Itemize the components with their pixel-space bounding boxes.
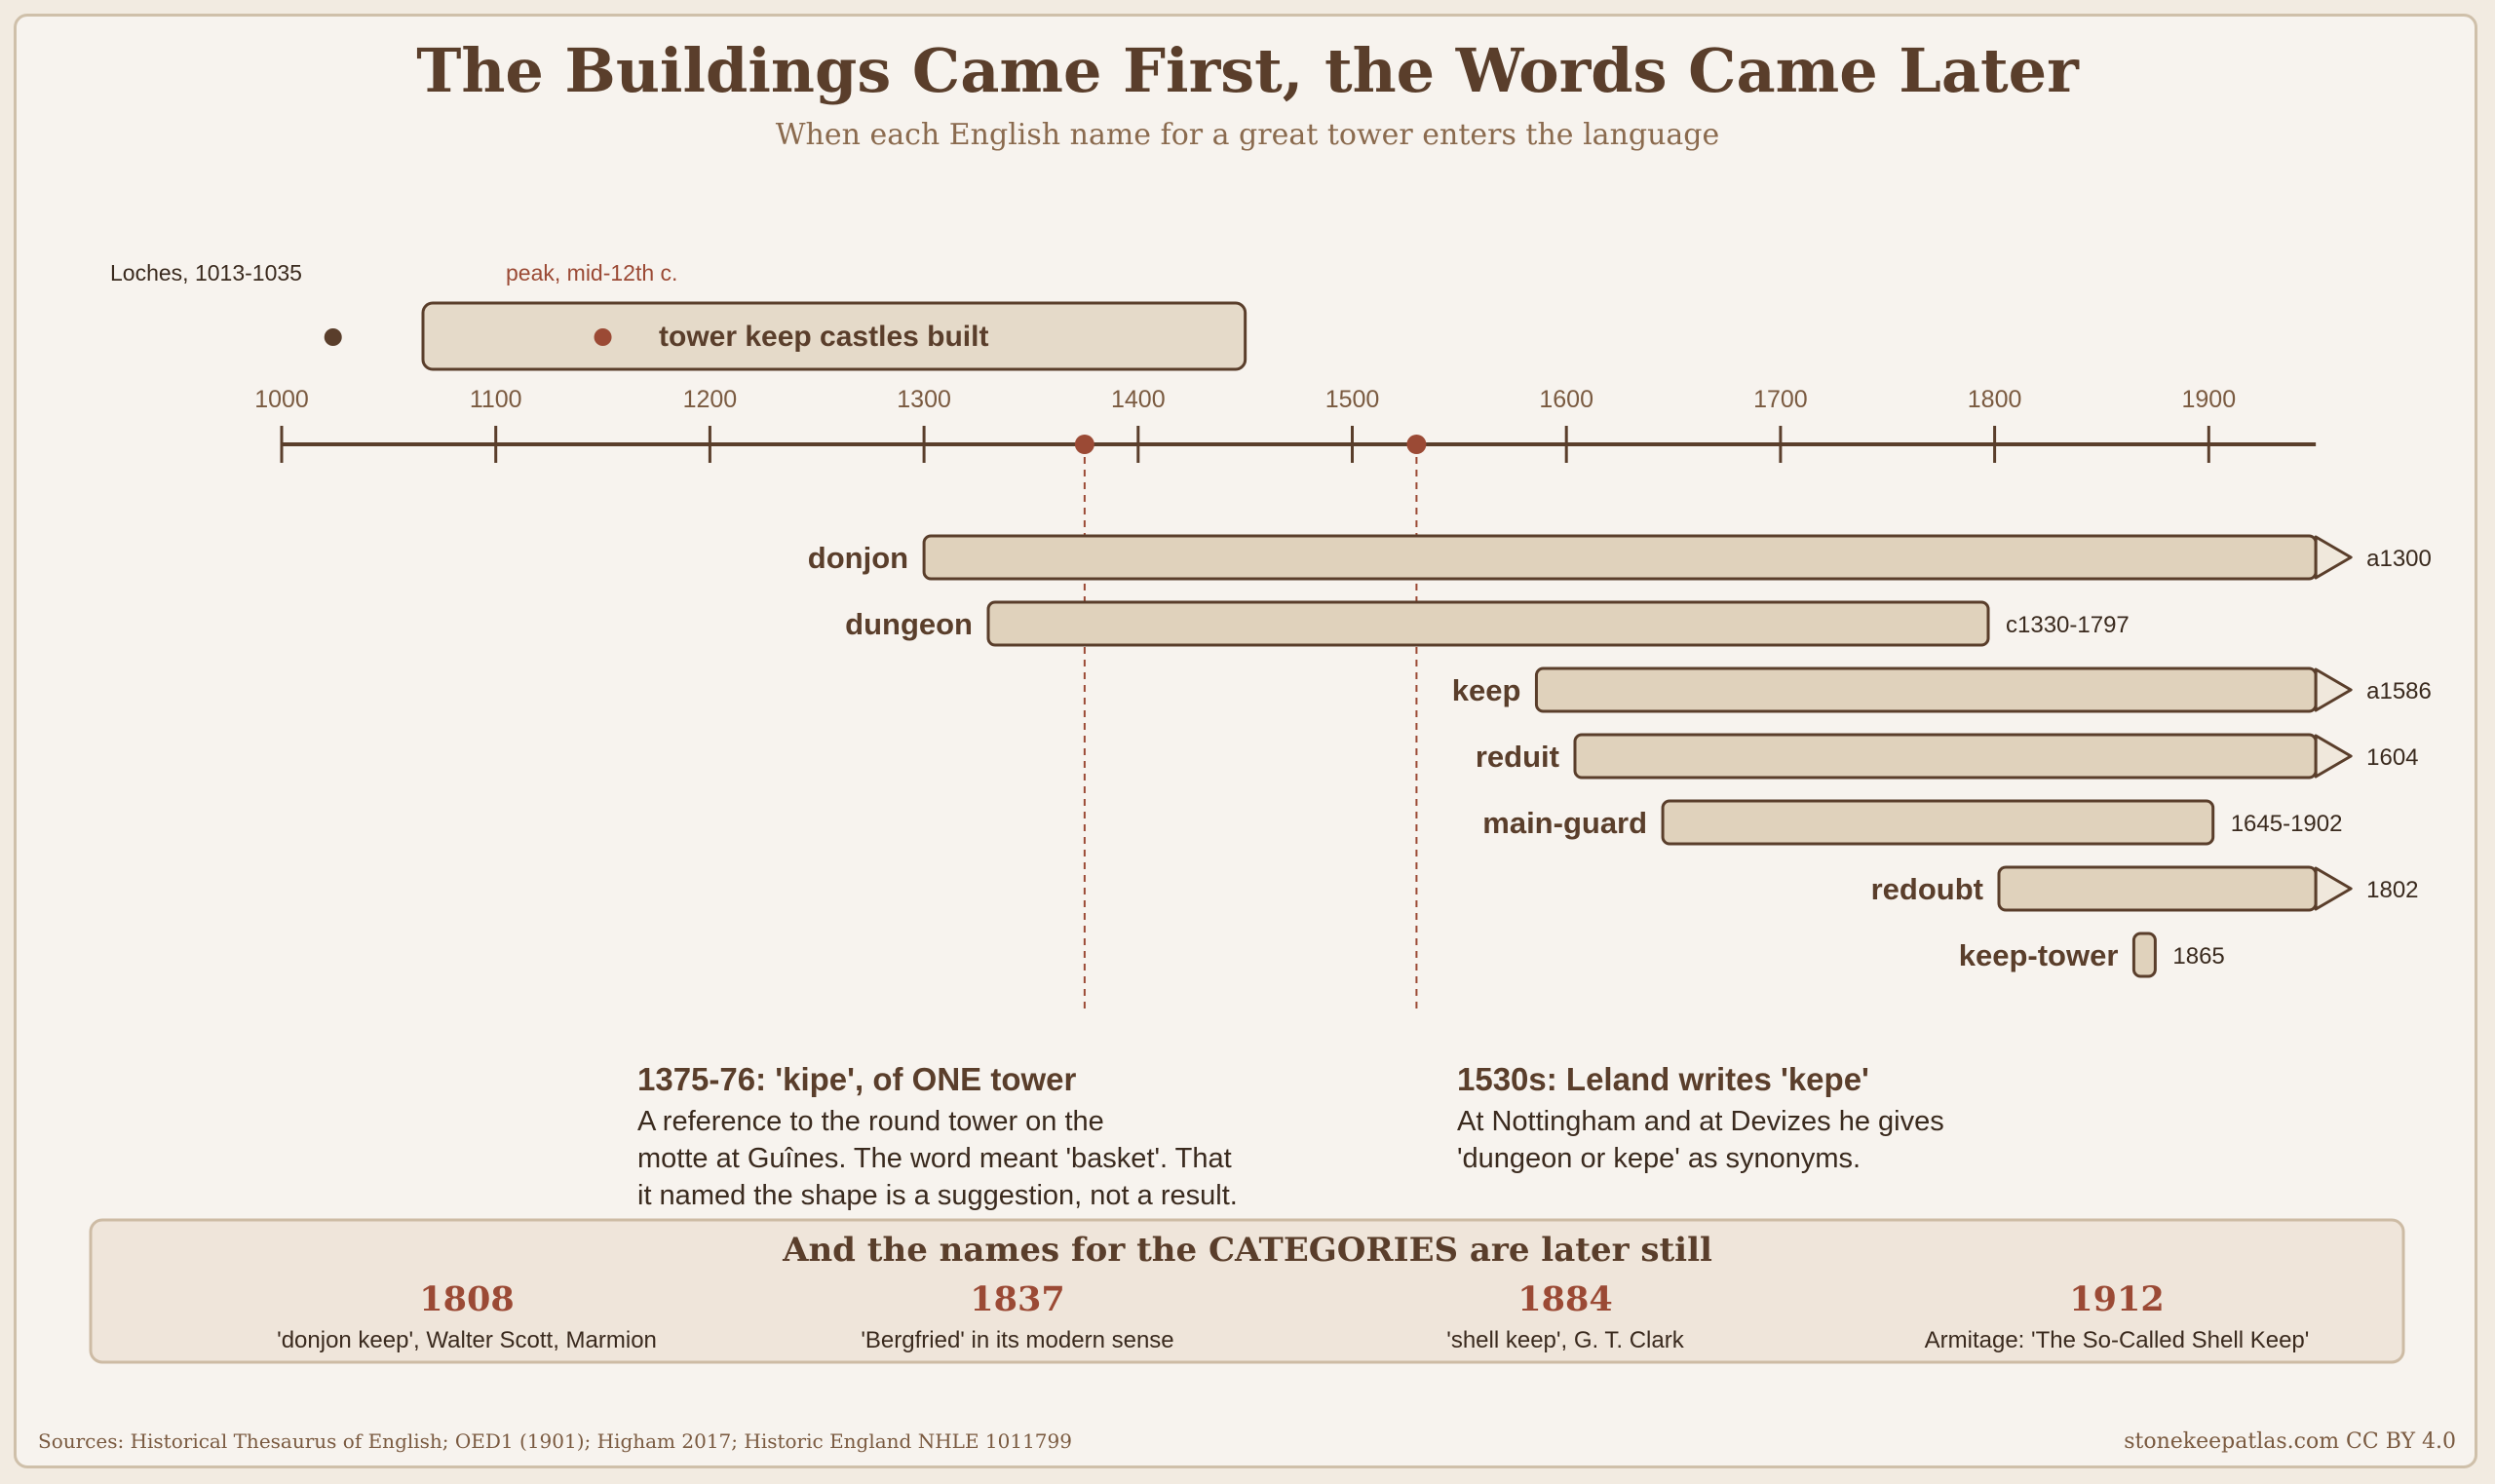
category-text: 'donjon keep', Walter Scott, Marmion (277, 1327, 657, 1353)
x-tick-label: 1500 (1325, 386, 1380, 413)
term-date-redoubt: 1802 (2366, 877, 2418, 903)
category-year: 1884 (1517, 1279, 1612, 1319)
term-name-redoubt: redoubt (1871, 872, 1983, 906)
term-bar-donjon (922, 534, 2318, 581)
annotation-line: motte at Guînes. The word meant 'basket'… (637, 1143, 1232, 1174)
x-tick-label: 1800 (1968, 386, 2022, 413)
peak-point (594, 328, 612, 346)
footer-sources: Sources: Historical Thesaurus of English… (38, 1429, 1072, 1453)
x-tick-label: 1100 (470, 386, 522, 413)
x-tick-label: 1600 (1539, 386, 1593, 413)
annotation-line: 'dungeon or kepe' as synonyms. (1457, 1143, 1861, 1174)
term-name-main-guard: main-guard (1482, 806, 1647, 840)
x-tick-label: 1200 (683, 386, 738, 413)
category-text: 'Bergfried' in its modern sense (861, 1327, 1173, 1353)
annotation-line: it named the shape is a suggestion, not … (637, 1180, 1238, 1211)
footer-credit: stonekeepatlas.com CC BY 4.0 (2124, 1429, 2456, 1454)
peak-label: peak, mid-12th c. (506, 260, 677, 285)
term-bar-keep (1534, 666, 2318, 713)
marker-point-2 (1406, 435, 1427, 454)
annotation-line: A reference to the round tower on the (637, 1106, 1104, 1137)
building-period-label: tower keep castles built (659, 321, 988, 353)
term-date-main-guard: 1645-1902 (2231, 811, 2343, 837)
x-tick-label: 1300 (897, 386, 951, 413)
term-date-reduit: 1604 (2366, 744, 2418, 771)
term-bar-keep-tower (2131, 932, 2157, 978)
term-date-keep-tower: 1865 (2172, 943, 2224, 970)
x-tick-label: 1400 (1111, 386, 1166, 413)
categories-panel (89, 1218, 2405, 1364)
term-name-keep-tower: keep-tower (1959, 938, 2119, 972)
ongoing-arrow-reduit (2314, 734, 2353, 779)
term-name-keep: keep (1452, 673, 1521, 707)
term-bar-dungeon (986, 600, 1990, 647)
category-text: 'shell keep', G. T. Clark (1446, 1327, 1684, 1353)
annotation-line: At Nottingham and at Devizes he gives (1457, 1106, 1944, 1137)
x-tick-label: 1000 (254, 386, 309, 413)
term-bar-reduit (1573, 733, 2318, 780)
early-example-point (324, 328, 342, 346)
category-year: 1837 (970, 1279, 1064, 1319)
term-name-reduit: reduit (1476, 740, 1559, 774)
x-tick-label: 1900 (2181, 386, 2236, 413)
term-date-dungeon: c1330-1797 (2006, 612, 2130, 638)
category-year: 1912 (2069, 1279, 2164, 1319)
term-name-donjon: donjon (808, 541, 908, 575)
annotation-heading-1: 1375-76: 'kipe', of ONE tower (637, 1061, 1076, 1097)
categories-panel-title: And the names for the CATEGORIES are lat… (782, 1231, 1712, 1270)
chart-title: The Buildings Came First, the Words Came… (416, 35, 2080, 106)
building-period-bar (421, 301, 1248, 371)
term-bar-redoubt (1997, 865, 2318, 912)
x-tick-label: 1700 (1753, 386, 1808, 413)
chart-subtitle: When each English name for a great tower… (776, 118, 1720, 152)
ongoing-arrow-keep (2314, 667, 2353, 712)
term-name-dungeon: dungeon (845, 607, 973, 641)
ongoing-arrow-redoubt (2314, 866, 2353, 911)
category-year: 1808 (419, 1279, 514, 1319)
early-example-label: Loches, 1013-1035 (110, 260, 302, 285)
marker-point-1 (1074, 435, 1094, 454)
annotation-heading-2: 1530s: Leland writes 'kepe' (1457, 1061, 1869, 1097)
term-date-donjon: a1300 (2366, 546, 2432, 572)
category-text: Armitage: 'The So-Called Shell Keep' (1925, 1327, 2310, 1353)
term-bar-main-guard (1661, 799, 2215, 846)
term-date-keep: a1586 (2366, 678, 2432, 704)
ongoing-arrow-donjon (2314, 535, 2353, 580)
